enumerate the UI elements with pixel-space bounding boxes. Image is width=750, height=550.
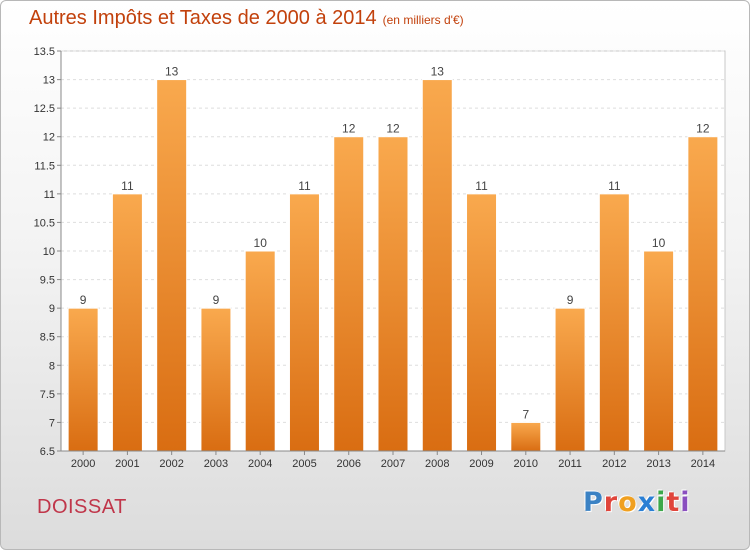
bar xyxy=(333,136,365,452)
y-tick-label: 11.5 xyxy=(34,160,55,172)
y-tick-label: 11 xyxy=(44,189,55,201)
bar xyxy=(598,193,630,452)
commune-name: DOISSAT xyxy=(37,496,127,518)
bar xyxy=(687,136,719,452)
data-label: 9 xyxy=(80,293,87,307)
bar xyxy=(554,307,586,452)
chart-title-text: Autres Impôts et Taxes de 2000 à 2014 xyxy=(29,7,377,29)
data-label: 12 xyxy=(696,122,710,136)
x-tick-label: 2000 xyxy=(71,458,95,470)
x-tick-label: 2008 xyxy=(425,458,449,470)
x-tick-label: 2006 xyxy=(336,458,360,470)
x-tick-label: 2011 xyxy=(558,458,582,470)
logo-letter: o xyxy=(618,487,638,518)
bar xyxy=(377,136,409,452)
data-label: 11 xyxy=(475,179,488,193)
bar xyxy=(643,250,675,452)
logo-letter: r xyxy=(603,487,619,518)
y-tick-label: 9.5 xyxy=(40,275,55,287)
data-label: 13 xyxy=(165,65,179,79)
x-tick-label: 2003 xyxy=(204,458,228,470)
bar xyxy=(156,79,188,452)
bar xyxy=(200,307,232,452)
y-tick-label: 12 xyxy=(43,132,55,144)
logo-letter: i xyxy=(656,487,667,518)
x-tick-label: 2012 xyxy=(602,458,626,470)
chart-unit-note: (en milliers d'€) xyxy=(382,13,464,27)
y-tick-label: 10.5 xyxy=(34,217,55,229)
x-tick-label: 2010 xyxy=(514,458,538,470)
data-label: 12 xyxy=(342,122,356,136)
data-label: 9 xyxy=(213,293,220,307)
data-label: 9 xyxy=(567,293,574,307)
x-tick-label: 2007 xyxy=(381,458,405,470)
chart-title: Autres Impôts et Taxes de 2000 à 2014 (en… xyxy=(29,7,464,30)
data-label: 12 xyxy=(386,122,400,136)
x-tick-label: 2001 xyxy=(115,458,139,470)
y-tick-label: 7.5 xyxy=(40,389,55,401)
x-tick-label: 2013 xyxy=(646,458,670,470)
logo-letter: i xyxy=(680,487,691,518)
x-tick-label: 2004 xyxy=(248,458,272,470)
bar xyxy=(421,79,453,452)
logo-letter: t xyxy=(666,487,681,518)
proxiti-logo[interactable]: Proxiti xyxy=(583,487,691,518)
data-label: 7 xyxy=(522,407,529,421)
data-label: 10 xyxy=(652,236,666,250)
y-tick-label: 8 xyxy=(49,360,55,372)
x-tick-label: 2014 xyxy=(691,458,715,470)
x-tick-label: 2005 xyxy=(292,458,316,470)
bar xyxy=(510,421,542,452)
logo-letter: P xyxy=(583,487,604,518)
x-tick-label: 2009 xyxy=(469,458,493,470)
data-label: 11 xyxy=(608,179,621,193)
y-tick-label: 13 xyxy=(43,75,55,87)
bar xyxy=(244,250,276,452)
data-label: 11 xyxy=(121,179,134,193)
bar xyxy=(466,193,498,452)
y-tick-label: 9 xyxy=(49,303,55,315)
data-label: 10 xyxy=(254,236,268,250)
y-tick-label: 7 xyxy=(49,417,55,429)
y-tick-label: 13.5 xyxy=(34,46,55,58)
y-tick-label: 10 xyxy=(43,246,55,258)
logo-letter: x xyxy=(637,487,657,518)
y-tick-label: 8.5 xyxy=(40,332,55,344)
data-label: 13 xyxy=(431,65,445,79)
x-tick-label: 2002 xyxy=(159,458,183,470)
bar xyxy=(111,193,143,452)
bar xyxy=(288,193,320,452)
y-tick-label: 12.5 xyxy=(34,103,55,115)
data-label: 11 xyxy=(298,179,311,193)
bar xyxy=(67,307,99,452)
y-tick-label: 6.5 xyxy=(40,446,55,458)
